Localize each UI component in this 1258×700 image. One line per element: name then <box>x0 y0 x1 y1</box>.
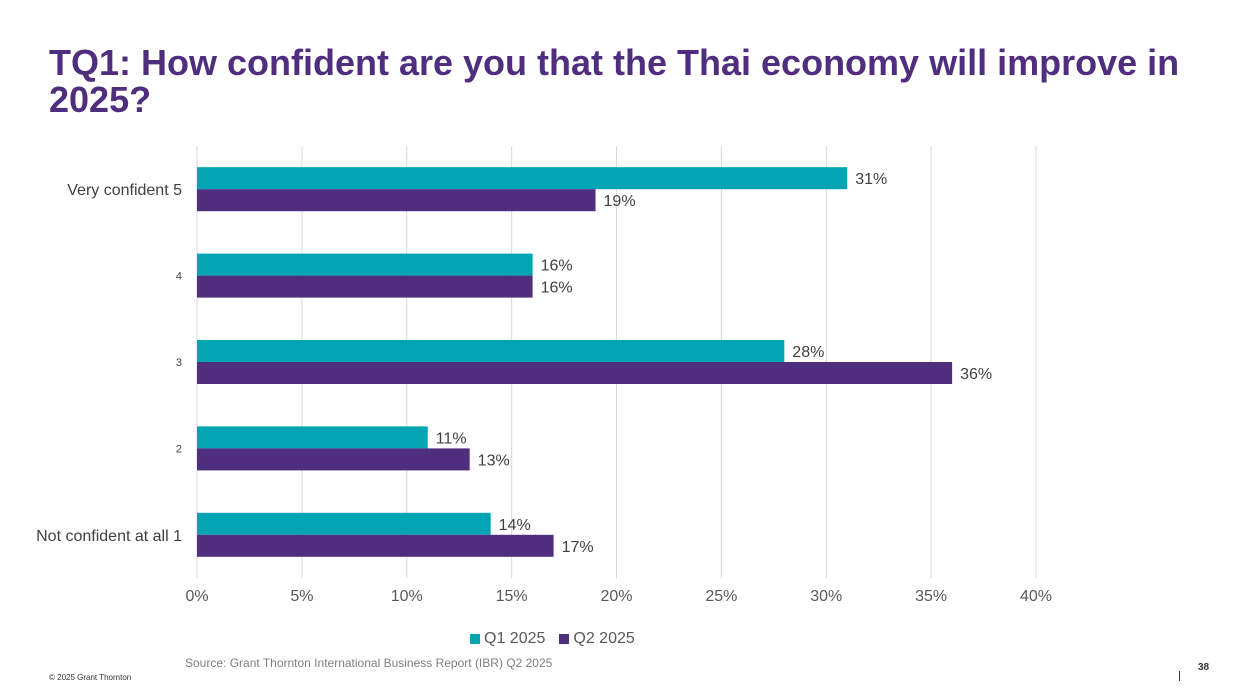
data-label: 19% <box>604 193 636 210</box>
category-label: 4 <box>176 271 182 283</box>
x-tick-label: 15% <box>496 588 528 605</box>
category-label: 3 <box>176 357 182 369</box>
bar-q2 <box>197 275 533 298</box>
chart-legend: Q1 2025 Q2 2025 <box>470 630 635 648</box>
x-tick-label: 5% <box>290 588 313 605</box>
bar-q2 <box>197 448 470 471</box>
labels: 0% 5% 10% 15% 20% 25% 30% 35% 40% 31% 19% Very conf… <box>36 171 1052 605</box>
bar-q1 <box>197 253 533 276</box>
category-label: Not confident at all 1 <box>36 528 182 545</box>
bar-q1 <box>197 426 428 449</box>
legend-label-q2: Q2 2025 <box>573 630 635 647</box>
bar-q2 <box>197 534 554 557</box>
data-label: 13% <box>478 452 510 469</box>
category-label: 2 <box>176 443 182 455</box>
legend-swatch-q2 <box>559 634 570 644</box>
data-label: 16% <box>541 280 573 297</box>
legend-item-q2: Q2 2025 <box>559 630 635 648</box>
legend-item-q1: Q1 2025 <box>470 630 545 648</box>
data-label: 28% <box>792 344 824 361</box>
x-tick-label: 30% <box>810 588 842 605</box>
bar-q2 <box>197 362 953 384</box>
legend-swatch-q1 <box>470 634 480 644</box>
data-label: 17% <box>562 539 594 556</box>
legend-label-q1: Q1 2025 <box>484 630 546 647</box>
x-tick-label: 35% <box>915 588 947 605</box>
data-label: 11% <box>436 430 467 447</box>
bar-q2 <box>197 189 596 212</box>
bar-q1 <box>197 167 848 190</box>
data-label: 36% <box>960 366 992 383</box>
bar-q1 <box>197 512 491 535</box>
footer-divider <box>1179 671 1180 681</box>
copyright-note: © 2025 Grant Thornton <box>49 673 132 682</box>
data-label: 14% <box>499 517 531 534</box>
x-tick-label: 20% <box>600 588 632 605</box>
data-label: 31% <box>855 171 887 188</box>
page-number: 38 <box>1198 662 1210 673</box>
x-tick-label: 40% <box>1020 588 1052 605</box>
category-label: Very confident 5 <box>67 182 182 199</box>
bar-q1 <box>197 340 785 362</box>
x-tick-label: 25% <box>705 588 737 605</box>
x-tick-label: 10% <box>391 588 423 605</box>
data-label: 16% <box>541 258 573 275</box>
x-tick-label: 0% <box>185 588 208 605</box>
bars <box>197 167 953 557</box>
slide-title: TQ1: How confident are you that the Thai… <box>49 42 1180 120</box>
source-note: Source: Grant Thornton International Bus… <box>185 656 553 670</box>
